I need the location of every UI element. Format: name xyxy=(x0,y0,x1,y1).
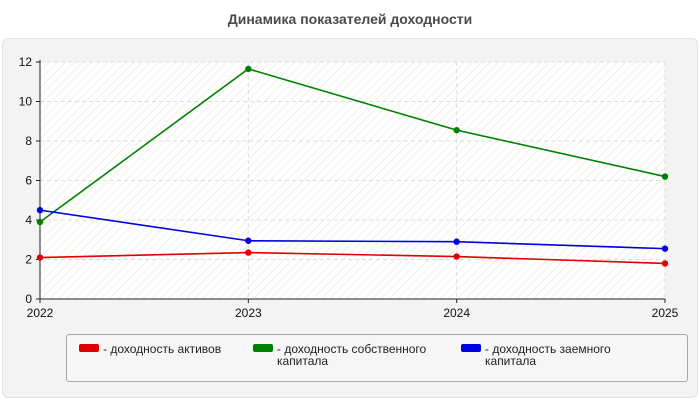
series-1-point-0[interactable] xyxy=(36,218,44,226)
legend: - доходность активов - доходность собств… xyxy=(66,334,688,382)
chart-title: Динамика показателей доходности xyxy=(227,11,473,27)
y-tick-label-1: 2 xyxy=(25,253,32,267)
x-tick-label-1: 2023 xyxy=(235,306,262,320)
y-tick-label-0: 0 xyxy=(25,292,32,306)
series-2-point-3[interactable] xyxy=(661,245,669,252)
legend-label-debt: - доходность заемного капитала xyxy=(485,342,611,368)
series-lines xyxy=(36,65,669,267)
series-2-point-1[interactable] xyxy=(245,237,252,244)
series-0-point-1[interactable] xyxy=(245,249,252,256)
series-0-point-2[interactable] xyxy=(453,253,460,260)
series-line-2 xyxy=(39,209,666,250)
y-tick-label-4: 8 xyxy=(25,134,32,148)
series-0-point-3[interactable] xyxy=(661,260,669,267)
legend-swatch-equity xyxy=(253,344,273,352)
y-tick-label-6: 12 xyxy=(19,55,33,69)
series-0-point-0[interactable] xyxy=(36,254,44,261)
y-tick-label-2: 4 xyxy=(25,213,32,227)
series-1-point-3[interactable] xyxy=(661,173,669,180)
x-tick-label-3: 2025 xyxy=(652,306,679,320)
series-1-point-1[interactable] xyxy=(245,65,252,73)
series-line-0 xyxy=(39,251,666,265)
series-2-point-2[interactable] xyxy=(453,238,460,245)
series-1-point-2[interactable] xyxy=(453,126,460,134)
y-tick-label-5: 10 xyxy=(19,95,33,109)
series-2-point-0[interactable] xyxy=(36,206,44,214)
legend-swatch-assets xyxy=(79,344,99,352)
tick-labels: 0 2 4 6 8 10 12 2022 2023 2024 2025 xyxy=(19,55,679,320)
x-tick-label-0: 2022 xyxy=(27,306,54,320)
y-tick-label-3: 6 xyxy=(25,174,32,188)
legend-label-assets: - доходность активов xyxy=(103,342,222,356)
series-line-1 xyxy=(39,68,666,223)
legend-label-equity: - доходность собственного капитала xyxy=(277,342,427,368)
x-tick-label-2: 2024 xyxy=(443,306,470,320)
legend-swatch-debt xyxy=(461,344,481,352)
